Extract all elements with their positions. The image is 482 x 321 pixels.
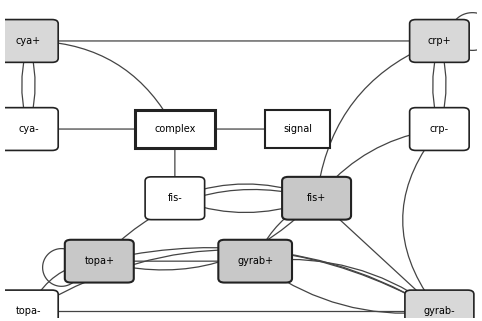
Text: cya-: cya- bbox=[18, 124, 39, 134]
Text: topa+: topa+ bbox=[84, 256, 114, 266]
FancyBboxPatch shape bbox=[410, 20, 469, 62]
Text: crp-: crp- bbox=[430, 124, 449, 134]
Text: signal: signal bbox=[283, 124, 312, 134]
FancyBboxPatch shape bbox=[282, 177, 351, 220]
FancyBboxPatch shape bbox=[0, 20, 58, 62]
FancyBboxPatch shape bbox=[0, 290, 58, 321]
FancyBboxPatch shape bbox=[410, 108, 469, 151]
Text: gyrab+: gyrab+ bbox=[237, 256, 273, 266]
Text: cya+: cya+ bbox=[16, 36, 41, 46]
Text: fis+: fis+ bbox=[307, 193, 326, 203]
FancyBboxPatch shape bbox=[265, 110, 330, 148]
FancyBboxPatch shape bbox=[135, 110, 214, 148]
FancyBboxPatch shape bbox=[65, 240, 134, 282]
FancyBboxPatch shape bbox=[145, 177, 205, 220]
FancyBboxPatch shape bbox=[218, 240, 292, 282]
Text: crp+: crp+ bbox=[428, 36, 451, 46]
FancyBboxPatch shape bbox=[0, 108, 58, 151]
Text: topa-: topa- bbox=[16, 307, 41, 317]
FancyBboxPatch shape bbox=[405, 290, 474, 321]
Text: complex: complex bbox=[154, 124, 196, 134]
Text: fis-: fis- bbox=[167, 193, 182, 203]
Text: gyrab-: gyrab- bbox=[424, 307, 455, 317]
